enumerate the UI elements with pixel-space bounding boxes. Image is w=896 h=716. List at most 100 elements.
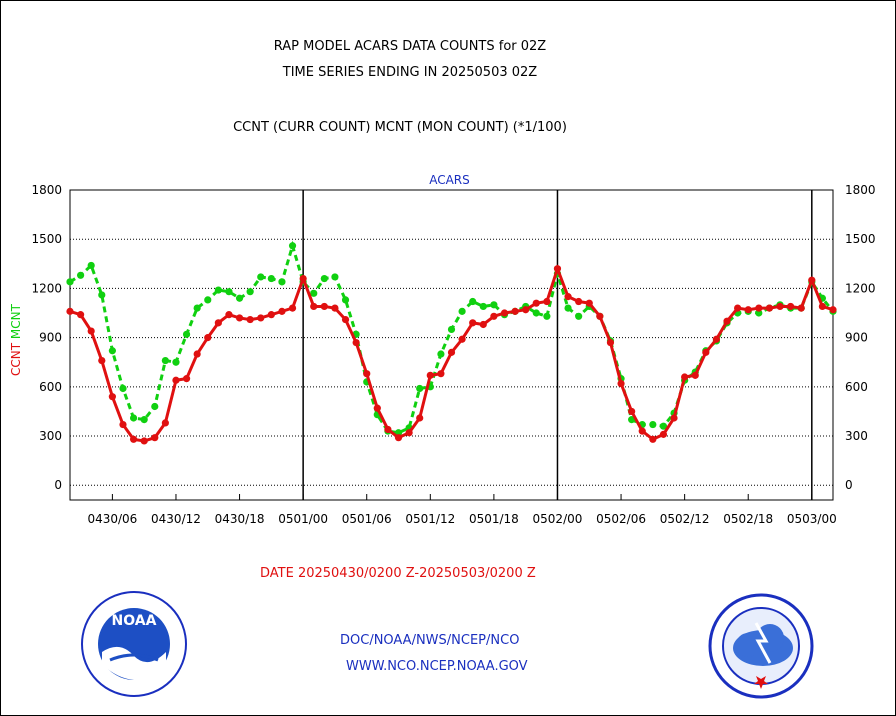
data-point-ccnt	[363, 370, 371, 378]
data-point-mcnt	[182, 330, 191, 338]
data-point-ccnt	[490, 312, 498, 320]
data-point-mcnt	[98, 291, 106, 299]
data-point-mcnt	[267, 274, 275, 283]
data-point-ccnt	[373, 404, 381, 412]
x-tick-label: 0430/18	[215, 512, 265, 526]
date-range-label: DATE 20250430/0200 Z-20250503/0200 Z	[260, 566, 536, 581]
footer-link-web[interactable]: WWW.NCO.NCEP.NOAA.GOV	[346, 659, 528, 674]
x-tick-label: 0501/00	[278, 512, 328, 526]
y-tick-label-left: 1200	[31, 281, 62, 295]
data-point-ccnt	[331, 304, 339, 312]
data-point-mcnt	[140, 416, 148, 424]
x-tick-label: 0502/06	[596, 512, 646, 526]
y-tick-label-left: 1500	[31, 232, 62, 246]
y-label-ccnt: CCNT	[9, 339, 23, 376]
data-point-ccnt	[161, 419, 169, 427]
data-point-mcnt	[119, 384, 127, 393]
data-point-ccnt	[575, 297, 583, 306]
x-tick-label: 0501/12	[405, 512, 455, 526]
data-point-mcnt	[193, 304, 201, 312]
data-point-ccnt	[66, 307, 74, 315]
y-label-mcnt: MCNT	[9, 303, 23, 339]
noaa-logo: NOAA	[81, 591, 187, 697]
data-point-ccnt	[129, 435, 138, 443]
data-point-mcnt	[416, 384, 424, 393]
data-point-mcnt	[161, 356, 169, 365]
data-point-ccnt	[172, 376, 180, 384]
data-point-ccnt	[214, 319, 222, 327]
y-tick-label-right: 1800	[845, 183, 876, 197]
data-point-ccnt	[723, 317, 731, 325]
data-point-mcnt	[575, 312, 583, 320]
chart-title-line2: TIME SERIES ENDING IN 20250503 02Z	[282, 65, 538, 80]
chart-subtitle: CCNT (CURR COUNT) MCNT (MON COUNT) (*1/1…	[233, 120, 567, 135]
data-point-mcnt	[320, 274, 328, 283]
data-point-mcnt	[755, 309, 763, 317]
data-point-ccnt	[394, 434, 403, 442]
x-tick-label: 0430/06	[87, 512, 137, 526]
data-point-mcnt	[490, 301, 498, 309]
plot-area	[69, 189, 834, 501]
data-point-mcnt	[331, 273, 339, 281]
data-point-ccnt	[649, 435, 657, 443]
x-tick-label: 0502/00	[533, 512, 583, 526]
data-point-mcnt	[172, 358, 180, 366]
data-point-mcnt	[564, 304, 572, 312]
chart-title-line1: RAP MODEL ACARS DATA COUNTS for 02Z	[273, 39, 547, 54]
data-point-mcnt	[129, 414, 138, 422]
data-point-ccnt	[469, 319, 477, 327]
data-point-ccnt	[267, 311, 275, 319]
data-point-ccnt	[596, 312, 604, 320]
data-point-ccnt	[416, 414, 424, 422]
data-point-mcnt	[246, 288, 254, 296]
data-point-mcnt	[278, 278, 286, 286]
data-point-ccnt	[257, 314, 265, 322]
data-point-ccnt	[193, 350, 201, 358]
data-point-ccnt	[734, 304, 742, 312]
data-point-ccnt	[712, 335, 721, 343]
y-tick-label-right: 900	[845, 331, 868, 345]
data-point-mcnt	[235, 294, 244, 302]
y-tick-label-right: 300	[845, 429, 868, 443]
data-point-ccnt	[787, 302, 795, 311]
data-point-ccnt	[606, 338, 615, 347]
data-point-ccnt	[744, 306, 752, 314]
data-point-ccnt	[765, 304, 774, 312]
data-point-mcnt	[257, 273, 265, 281]
data-point-ccnt	[659, 430, 668, 438]
data-point-mcnt	[214, 286, 222, 294]
data-point-ccnt	[617, 379, 625, 388]
data-point-ccnt	[299, 274, 307, 283]
y-tick-label-left: 900	[39, 331, 62, 345]
footer-link-doc[interactable]: DOC/NOAA/NWS/NCEP/NCO	[340, 633, 520, 648]
nws-logo	[708, 593, 814, 699]
data-point-mcnt	[532, 309, 540, 317]
data-point-ccnt	[553, 265, 562, 273]
data-point-ccnt	[225, 311, 233, 319]
data-point-ccnt	[108, 393, 116, 401]
data-point-mcnt	[458, 307, 466, 315]
y-tick-label-left: 600	[39, 380, 62, 394]
data-point-ccnt	[755, 304, 763, 312]
y-tick-label-right: 0	[845, 478, 853, 492]
data-point-ccnt	[437, 370, 445, 378]
y-axis-series-label: CCNT MCNT	[9, 303, 23, 376]
data-point-ccnt	[808, 276, 816, 284]
y-tick-label-right: 1200	[845, 281, 876, 295]
data-point-ccnt	[310, 302, 318, 311]
data-point-mcnt	[479, 302, 487, 311]
data-point-ccnt	[458, 335, 466, 343]
data-point-ccnt	[670, 414, 678, 422]
data-point-mcnt	[204, 296, 212, 304]
data-point-ccnt	[341, 315, 350, 324]
data-point-ccnt	[320, 302, 328, 311]
data-point-ccnt	[702, 348, 710, 356]
data-point-ccnt	[246, 315, 254, 324]
data-point-mcnt	[469, 297, 477, 306]
data-point-ccnt	[140, 437, 148, 445]
data-point-ccnt	[98, 356, 106, 365]
data-point-ccnt	[352, 338, 360, 347]
x-tick-label: 0502/12	[660, 512, 710, 526]
data-point-ccnt	[691, 371, 699, 379]
data-point-ccnt	[479, 320, 487, 329]
